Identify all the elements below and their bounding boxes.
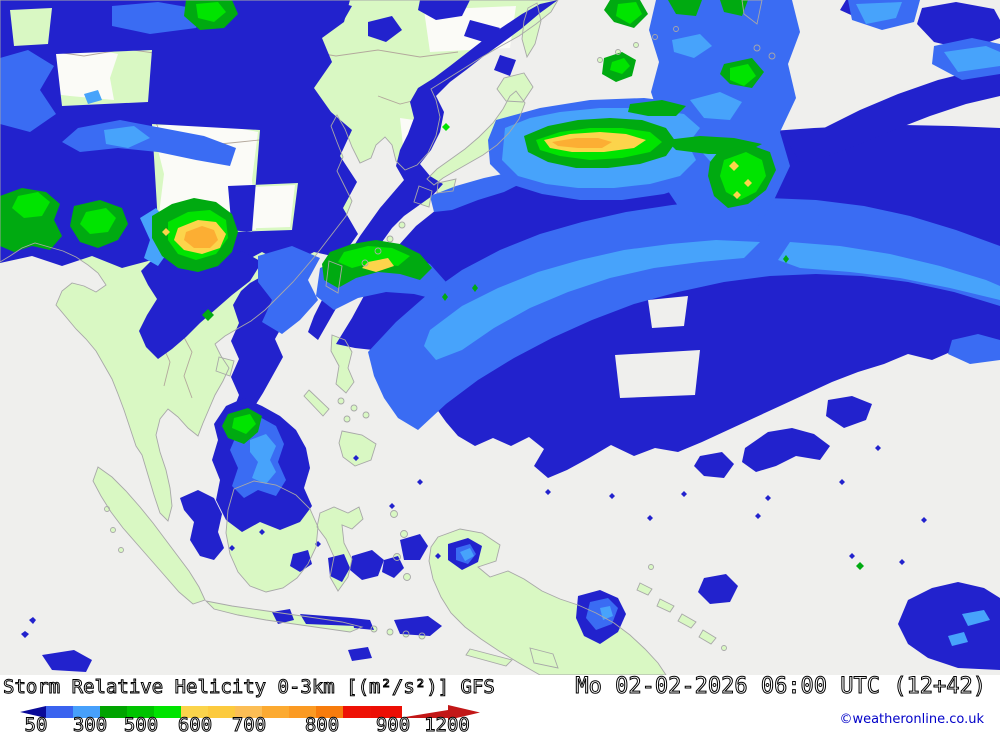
colorbar-seg-8 <box>262 706 289 718</box>
colorbar-tick-300: 300 <box>72 714 108 733</box>
colorbar-tick-50: 50 <box>24 714 48 733</box>
colorbar-seg-3 <box>127 706 154 718</box>
colorbar-seg-4 <box>154 706 181 718</box>
colorbar-tick-500: 500 <box>123 714 159 733</box>
colorbar-seg-2 <box>100 706 127 718</box>
colorbar-tick-700: 700 <box>231 714 267 733</box>
colorbar-seg-1 <box>73 706 100 718</box>
colorbar-seg-0 <box>46 706 73 718</box>
colorbar-seg-12 <box>371 706 402 718</box>
colorbar-seg-10 <box>316 706 343 718</box>
colorbar-tick-600: 600 <box>177 714 213 733</box>
colorbar-tick-1200: 1200 <box>424 714 471 733</box>
colorbar-seg-5 <box>181 706 208 718</box>
colorbar-tick-800: 800 <box>304 714 340 733</box>
map-title: Storm Relative Helicity 0-3km [(m²/s²)] … <box>3 676 496 698</box>
colorbar <box>20 705 480 720</box>
colorbar-right-arrow <box>448 705 480 720</box>
colorbar-seg-11 <box>343 706 371 718</box>
helicity-orange-layer <box>184 138 612 248</box>
colorbar-seg-9 <box>289 706 316 718</box>
colorbar-seg-6 <box>208 706 235 718</box>
colorbar-left-arrow <box>20 706 46 718</box>
map-canvas <box>0 0 1000 675</box>
colorbar-tick-900: 900 <box>375 714 411 733</box>
map-datetime: Mo 02-02-2026 06:00 UTC (12+42) <box>575 674 987 699</box>
colorbar-taper <box>402 710 448 718</box>
colorbar-seg-7 <box>235 706 262 718</box>
copyright-text: ©weatheronline.co.uk <box>839 712 984 727</box>
